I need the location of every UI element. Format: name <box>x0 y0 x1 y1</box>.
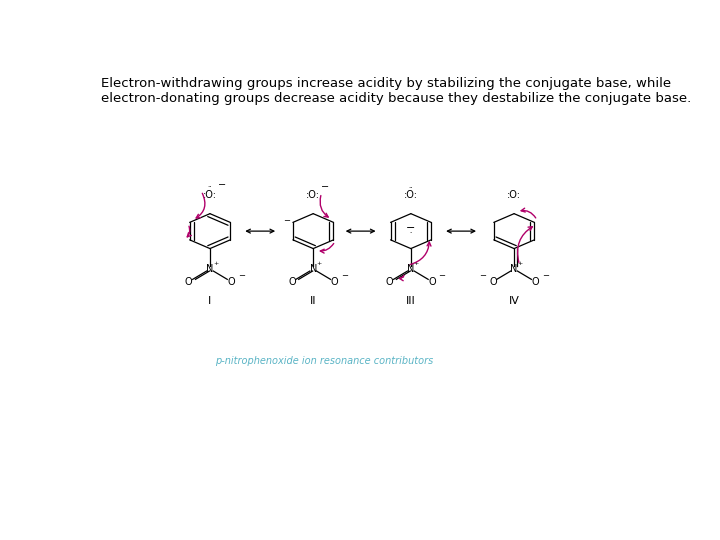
Text: O: O <box>531 277 539 287</box>
Text: O: O <box>330 277 338 287</box>
Text: −: − <box>542 271 549 280</box>
Text: :O:: :O: <box>404 190 418 200</box>
Text: ..: .. <box>208 183 212 188</box>
Text: −: − <box>480 271 486 280</box>
Text: −: − <box>438 271 446 280</box>
Text: −: − <box>321 181 330 192</box>
Text: I: I <box>208 296 212 306</box>
Text: +: + <box>517 261 522 266</box>
Text: −: − <box>283 216 289 225</box>
Text: −: − <box>406 223 415 233</box>
Text: ..: .. <box>409 229 413 234</box>
Text: II: II <box>310 296 317 306</box>
Text: O: O <box>185 277 192 287</box>
Text: :O:: :O: <box>203 190 217 200</box>
Text: O: O <box>489 277 497 287</box>
Text: O: O <box>428 277 436 287</box>
Text: O: O <box>386 277 393 287</box>
Text: −: − <box>341 271 348 280</box>
Text: +: + <box>213 261 218 266</box>
Text: IV: IV <box>508 296 520 306</box>
Text: N: N <box>207 264 214 274</box>
Text: O: O <box>288 277 296 287</box>
Text: +: + <box>414 261 419 266</box>
Text: III: III <box>406 296 415 306</box>
Text: :O:: :O: <box>507 190 521 200</box>
Text: N: N <box>510 264 518 274</box>
Text: ..: .. <box>409 183 413 189</box>
Text: N: N <box>310 264 317 274</box>
Text: −: − <box>218 180 226 191</box>
Text: p-nitrophenoxide ion resonance contributors: p-nitrophenoxide ion resonance contribut… <box>215 356 433 366</box>
Text: O: O <box>228 277 235 287</box>
Text: +: + <box>316 261 321 266</box>
Text: Electron-withdrawing groups increase acidity by stabilizing the conjugate base, : Electron-withdrawing groups increase aci… <box>101 77 691 105</box>
Text: :O:: :O: <box>306 190 320 200</box>
Text: N: N <box>408 264 415 274</box>
Text: −: − <box>238 271 245 280</box>
